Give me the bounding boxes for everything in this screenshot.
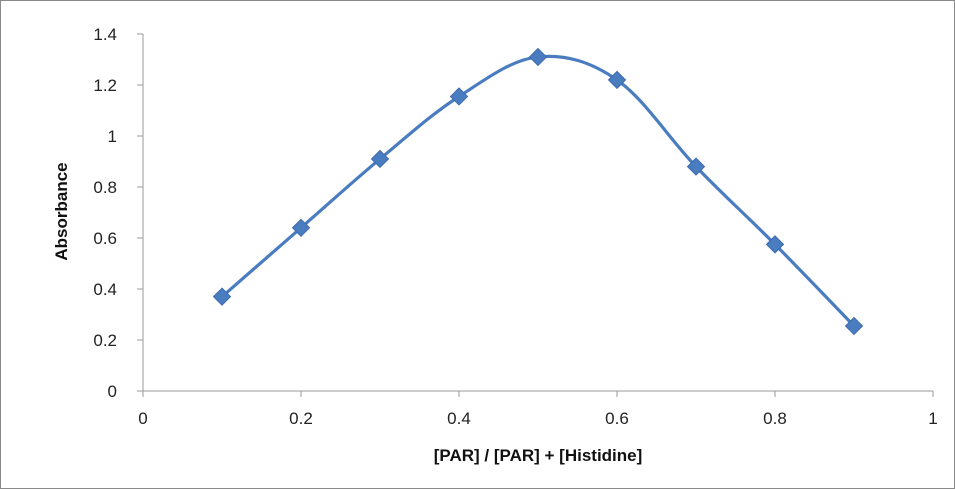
x-tick-label: 0.8	[763, 409, 787, 428]
data-point-marker	[844, 316, 864, 336]
y-tick-label: 0.4	[93, 280, 117, 299]
data-point-marker	[370, 149, 390, 169]
x-axis-title: [PAR] / [PAR] + [Histidine]	[434, 446, 643, 465]
y-tick-label: 0.8	[93, 178, 117, 197]
y-tick-label: 1.2	[93, 76, 117, 95]
data-point-marker	[528, 47, 548, 67]
y-tick-label: 1	[108, 127, 117, 146]
x-axis-ticks: 0 0.2 0.4 0.6 0.8 1	[138, 391, 938, 428]
x-tick-label: 1	[928, 409, 937, 428]
data-point-marker	[686, 157, 706, 176]
data-markers	[212, 47, 864, 336]
y-tick-label: 0	[108, 382, 117, 401]
data-point-marker	[212, 287, 232, 306]
x-tick-label: 0.4	[447, 409, 471, 428]
y-tick-label: 0.2	[93, 331, 117, 350]
x-tick-label: 0	[138, 409, 147, 428]
y-axis-title: Absorbance	[52, 162, 71, 260]
y-tick-label: 0.6	[93, 229, 117, 248]
data-point-marker	[449, 87, 469, 106]
data-point-marker	[765, 235, 785, 254]
data-point-marker	[291, 218, 311, 238]
data-point-marker	[607, 70, 627, 90]
series-line	[220, 54, 856, 328]
y-axis-ticks: 0 0.2 0.4 0.6 0.8 1 1.2 1.4	[93, 25, 143, 401]
y-tick-label: 1.4	[93, 25, 117, 44]
x-tick-label: 0.6	[605, 409, 629, 428]
x-tick-label: 0.2	[289, 409, 313, 428]
